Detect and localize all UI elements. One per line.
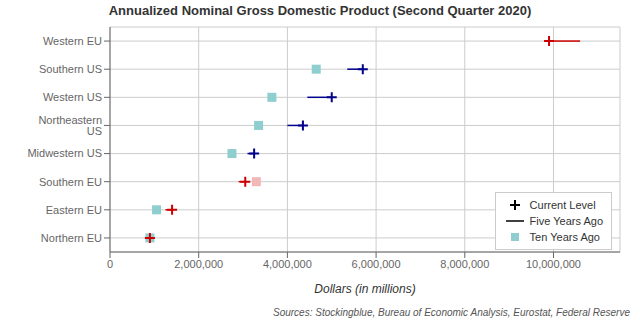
svg-text:10,000,000: 10,000,000 [526,258,581,270]
svg-text:Western EU: Western EU [43,35,102,47]
html-text:Annualized Nominal Gross Domes: Annualized Nominal Gross Domestic Produc… [108,3,532,18]
svg-text:Midwestern US: Midwestern US [27,147,102,159]
svg-text:6,000,000: 6,000,000 [352,258,401,270]
svg-text:NortheasternUS: NortheasternUS [38,114,102,137]
svg-text:Southern US: Southern US [39,63,102,75]
svg-text:0: 0 [107,258,113,270]
svg-text:Eastern EU: Eastern EU [46,204,102,216]
svg-text:Western US: Western US [43,91,102,103]
svg-text:Northern EU: Northern EU [41,232,102,244]
html-text:Sources: Stockingblue, Bureau: Sources: Stockingblue, Bureau of Economi… [273,307,630,318]
svg-text:Dollars (in millions): Dollars (in millions) [314,282,415,296]
html-text:Ten Years Ago: Ten Years Ago [529,231,600,243]
svg-text:Southern EU: Southern EU [39,176,102,188]
svg-text:2,000,000: 2,000,000 [174,258,223,270]
svg-text:4,000,000: 4,000,000 [263,258,312,270]
html-text:Current Level: Current Level [529,199,596,211]
svg-text:8,000,000: 8,000,000 [440,258,489,270]
html-text:Five Years Ago: Five Years Ago [529,215,603,227]
